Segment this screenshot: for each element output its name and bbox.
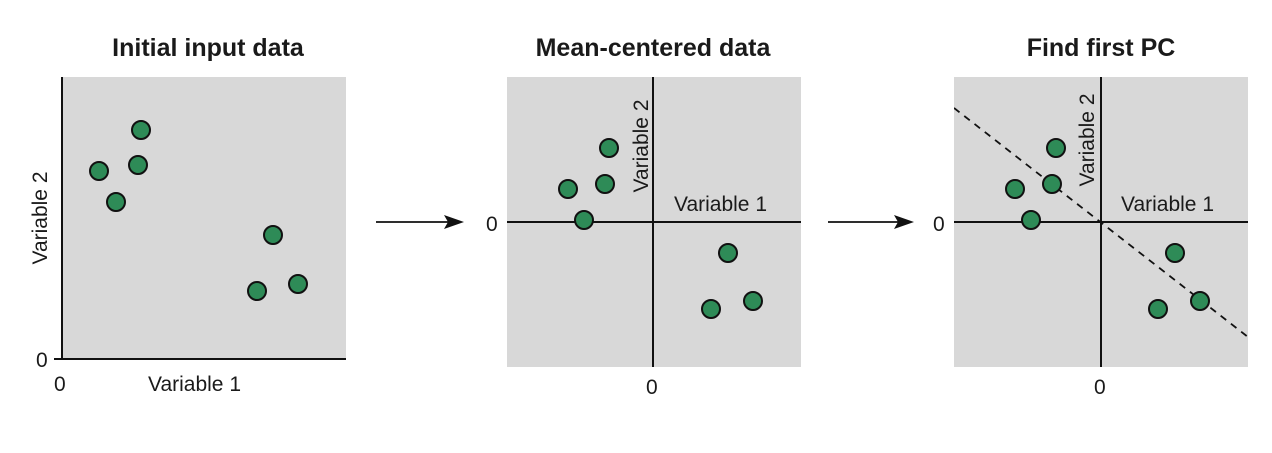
data-point <box>89 161 109 181</box>
data-point <box>1148 299 1168 319</box>
data-point <box>106 192 126 212</box>
panel-first-pc: Find first PC 0 0 Variable 1 Variable 2 <box>933 34 1248 399</box>
data-point <box>247 281 267 301</box>
data-point <box>1046 138 1066 158</box>
data-point <box>131 120 151 140</box>
data-points <box>558 138 763 319</box>
data-point <box>263 225 283 245</box>
plot-area <box>62 77 346 359</box>
y-axis-label: Variable 2 <box>630 99 653 192</box>
x-zero-label: 0 <box>646 376 658 399</box>
data-point <box>1190 291 1210 311</box>
data-point <box>1165 243 1185 263</box>
data-point <box>558 179 578 199</box>
panel-initial-input: Initial input data 0 0 Variable 1 Variab… <box>29 34 346 396</box>
y-zero-label: 0 <box>933 213 945 236</box>
first-pc-line <box>954 107 1248 338</box>
panel-mean-centered: Mean-centered data 0 0 Variable 1 Variab… <box>486 34 801 399</box>
y-zero-label: 0 <box>486 213 498 236</box>
y-zero-label: 0 <box>36 349 48 372</box>
data-point <box>1005 179 1025 199</box>
data-point <box>701 299 721 319</box>
y-axis-label: Variable 2 <box>29 171 52 264</box>
arrow-right-icon <box>376 215 464 229</box>
data-points <box>89 120 308 301</box>
data-point <box>128 155 148 175</box>
x-zero-label: 0 <box>54 373 66 396</box>
data-points <box>1005 138 1210 319</box>
data-point <box>595 174 615 194</box>
x-axis-label: Variable 1 <box>148 373 241 396</box>
data-point <box>1042 174 1062 194</box>
x-axis-label: Variable 1 <box>674 193 767 216</box>
y-axis-label: Variable 2 <box>1076 93 1099 186</box>
data-point <box>1021 210 1041 230</box>
panel-title: Mean-centered data <box>536 34 772 62</box>
panel-title: Find first PC <box>1027 34 1176 62</box>
data-point <box>743 291 763 311</box>
data-point <box>599 138 619 158</box>
panel-title: Initial input data <box>112 34 305 62</box>
data-point <box>574 210 594 230</box>
data-point <box>718 243 738 263</box>
x-zero-label: 0 <box>1094 376 1106 399</box>
x-axis-label: Variable 1 <box>1121 193 1214 216</box>
data-point <box>288 274 308 294</box>
arrow-right-icon <box>828 215 914 229</box>
